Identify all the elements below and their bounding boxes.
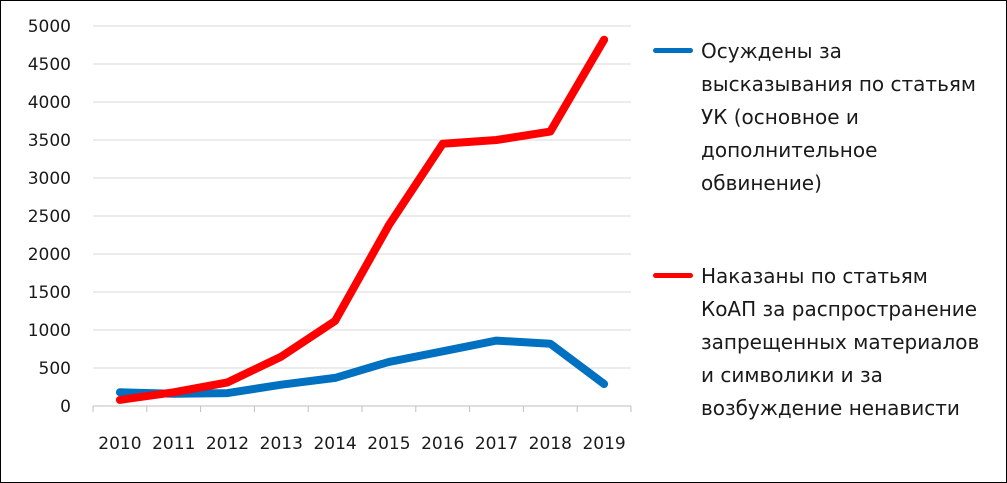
x-tick-label-2012: 2012 (206, 434, 249, 454)
y-tick-label-3500: 3500 (28, 131, 71, 151)
legend-label-administrative: Наказаны по статьям КоАП за распростране… (701, 264, 980, 420)
legend-swatch-criminal (653, 48, 693, 53)
legend-item-criminal: Осуждены за высказывания по статьям УК (… (653, 35, 1001, 200)
x-tick-label-2016: 2016 (421, 434, 464, 454)
x-tick-label-2019: 2019 (582, 434, 625, 454)
x-tick-label-2011: 2011 (152, 434, 195, 454)
x-tick-label-2014: 2014 (313, 434, 356, 454)
series-line-0 (115, 336, 609, 398)
y-tick-label-2500: 2500 (28, 207, 71, 227)
legend-swatch-administrative (653, 273, 693, 278)
series-line-1 (115, 35, 609, 404)
y-tick-label-500: 500 (39, 359, 71, 379)
x-tick-label-2018: 2018 (529, 434, 572, 454)
y-tick-label-1500: 1500 (28, 283, 71, 303)
y-tick-label-3000: 3000 (28, 169, 71, 189)
y-tick-label-5000: 5000 (28, 17, 71, 37)
y-tick-label-2000: 2000 (28, 245, 71, 265)
legend-item-administrative: Наказаны по статьям КоАП за распростране… (653, 260, 1001, 425)
x-tick-label-2017: 2017 (475, 434, 518, 454)
y-tick-label-1000: 1000 (28, 321, 71, 341)
y-tick-label-4500: 4500 (28, 55, 71, 75)
y-tick-label-0: 0 (60, 397, 71, 417)
legend-label-criminal: Осуждены за высказывания по статьям УК (… (701, 39, 976, 195)
x-tick-label-2010: 2010 (98, 434, 141, 454)
x-tick-label-2015: 2015 (367, 434, 410, 454)
x-tick-label-2013: 2013 (260, 434, 303, 454)
y-tick-label-4000: 4000 (28, 93, 71, 113)
